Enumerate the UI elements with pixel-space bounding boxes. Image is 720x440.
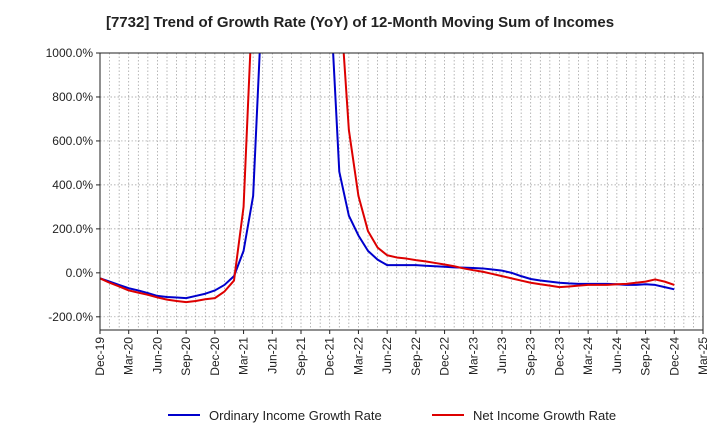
x-tick-label: Sep-22 xyxy=(409,337,423,376)
series-layer xyxy=(100,53,675,304)
x-tick-label: Mar-25 xyxy=(696,337,710,375)
legend: Ordinary Income Growth Rate Net Income Gr… xyxy=(168,408,616,423)
chart-title: [7732] Trend of Growth Rate (YoY) of 12-… xyxy=(105,14,615,31)
x-tick-label: Mar-23 xyxy=(466,337,480,375)
x-tick-label: Mar-21 xyxy=(237,337,251,375)
x-tick-label: Mar-20 xyxy=(122,337,136,375)
x-tick-label: Jun-23 xyxy=(495,337,509,374)
x-tick-label: Jun-21 xyxy=(265,337,279,374)
x-tick-label: Dec-22 xyxy=(438,337,452,376)
y-tick-label: -200.0% xyxy=(48,310,93,324)
x-tick-label: Jun-22 xyxy=(380,337,394,374)
y-tick-label: 0.0% xyxy=(66,266,94,280)
x-tick-label: Jun-20 xyxy=(150,337,164,374)
x-tick-label: Dec-23 xyxy=(552,337,566,376)
y-axis: -200.0% 0.0% 200.0% 400.0% 600.0% 800.0% 1000.… xyxy=(46,46,100,324)
legend-label-1: Ordinary Income Growth Rate xyxy=(209,408,382,423)
x-tick-label: Mar-22 xyxy=(351,337,365,375)
x-tick-label: Sep-20 xyxy=(179,337,193,376)
legend-label-2: Net Income Growth Rate xyxy=(473,408,616,423)
x-tick-label: Sep-24 xyxy=(639,337,653,376)
plot-frame xyxy=(99,52,704,331)
y-tick-label: 1000.0% xyxy=(46,46,94,60)
x-tick-label: Dec-19 xyxy=(93,337,107,376)
y-tick-label: 600.0% xyxy=(52,134,93,148)
grid xyxy=(100,52,703,330)
x-tick-label: Dec-24 xyxy=(667,337,681,376)
y-tick-label: 400.0% xyxy=(52,178,93,192)
series-line-2 xyxy=(100,53,675,304)
x-tick-label: Sep-21 xyxy=(294,337,308,376)
y-tick-label: 200.0% xyxy=(52,222,93,236)
y-tick-label: 800.0% xyxy=(52,90,93,104)
x-tick-label: Dec-20 xyxy=(208,337,222,376)
x-tick-label: Dec-21 xyxy=(323,337,337,376)
x-tick-label: Mar-24 xyxy=(581,337,595,375)
x-tick-label: Jun-24 xyxy=(610,337,624,374)
x-axis: Dec-19 Mar-20 Jun-20 Sep-20 Dec-20 Mar-21 Jun-… xyxy=(93,330,710,376)
x-tick-label: Sep-23 xyxy=(524,337,538,376)
